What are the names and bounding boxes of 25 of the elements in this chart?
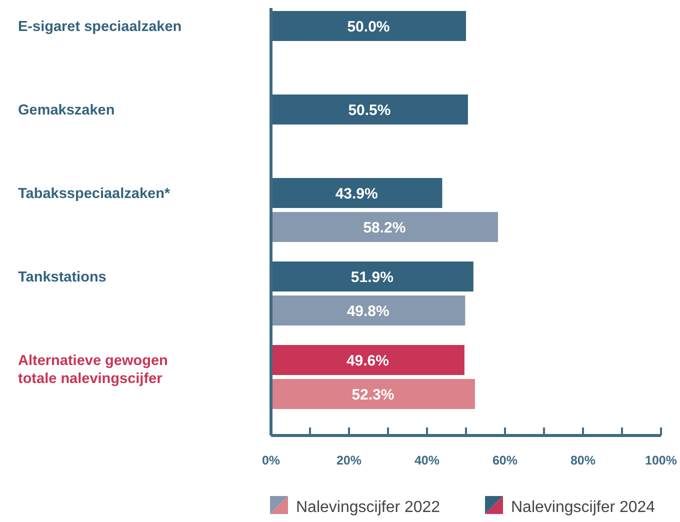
legend-label: Nalevingscijfer 2024 <box>511 499 656 516</box>
y-tick-label: E-sigaret speciaalzaken <box>18 19 182 35</box>
bar <box>271 379 475 409</box>
bar <box>271 212 498 242</box>
data-label: 49.6% <box>346 352 389 370</box>
x-tick-label: 100% <box>645 454 677 468</box>
x-tick-label: 80% <box>570 454 596 468</box>
y-tick-label: Gemakszaken <box>18 102 115 118</box>
x-tick-label: 40% <box>414 454 440 468</box>
x-tick-label: 0% <box>262 454 280 468</box>
x-tick-label: 20% <box>336 454 362 468</box>
data-label: 51.9% <box>350 269 394 286</box>
bar <box>271 296 466 326</box>
data-label: 52.3% <box>352 386 394 404</box>
data-label: 49.8% <box>346 303 390 320</box>
y-tick-label: Alternatieve gewogen totale nalevingscijfer <box>18 353 168 387</box>
y-tick-label: Tankstations <box>18 270 106 286</box>
legend-label: Nalevingscijfer 2022 <box>296 499 440 516</box>
y-tick-label: Tabaksspeciaalzaken* <box>18 186 170 202</box>
data-label: 43.9% <box>335 186 378 202</box>
data-label: 50.5% <box>348 102 391 119</box>
x-tick-label: 60% <box>492 454 518 468</box>
data-label: 50.0% <box>347 18 390 36</box>
bar <box>271 345 464 375</box>
data-label: 58.2% <box>363 220 406 236</box>
